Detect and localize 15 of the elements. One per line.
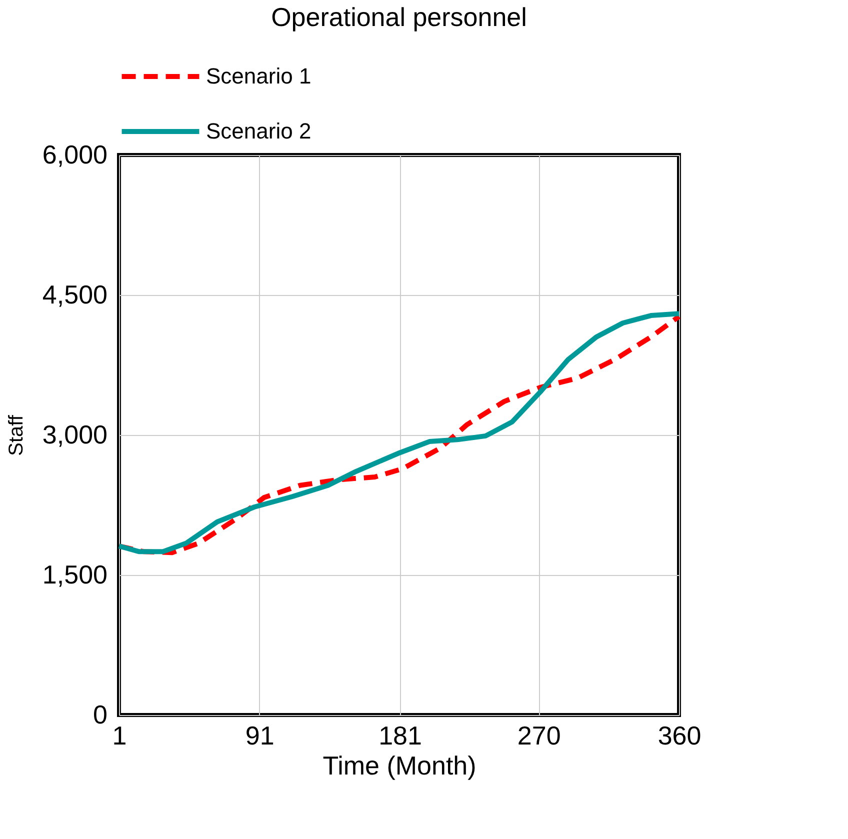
legend-label: Scenario 1	[206, 64, 312, 88]
x-tick-label: 270	[517, 720, 561, 750]
y-tick-label: 3,000	[42, 420, 108, 450]
y-tick-label: 1,500	[42, 560, 108, 590]
chart-title: Operational personnel	[271, 2, 527, 32]
x-tick-label: 360	[658, 720, 702, 750]
y-tick-label: 6,000	[42, 140, 108, 170]
legend-label: Scenario 2	[206, 118, 312, 144]
x-tick-label: 1	[112, 720, 127, 750]
x-tick-label: 181	[378, 720, 422, 750]
x-axis-title: Time (Month)	[322, 750, 476, 780]
y-tick-label: 4,500	[42, 280, 108, 310]
y-tick-label: 0	[93, 700, 108, 730]
x-tick-label: 91	[245, 720, 274, 750]
y-axis-title: Staff	[5, 414, 28, 456]
